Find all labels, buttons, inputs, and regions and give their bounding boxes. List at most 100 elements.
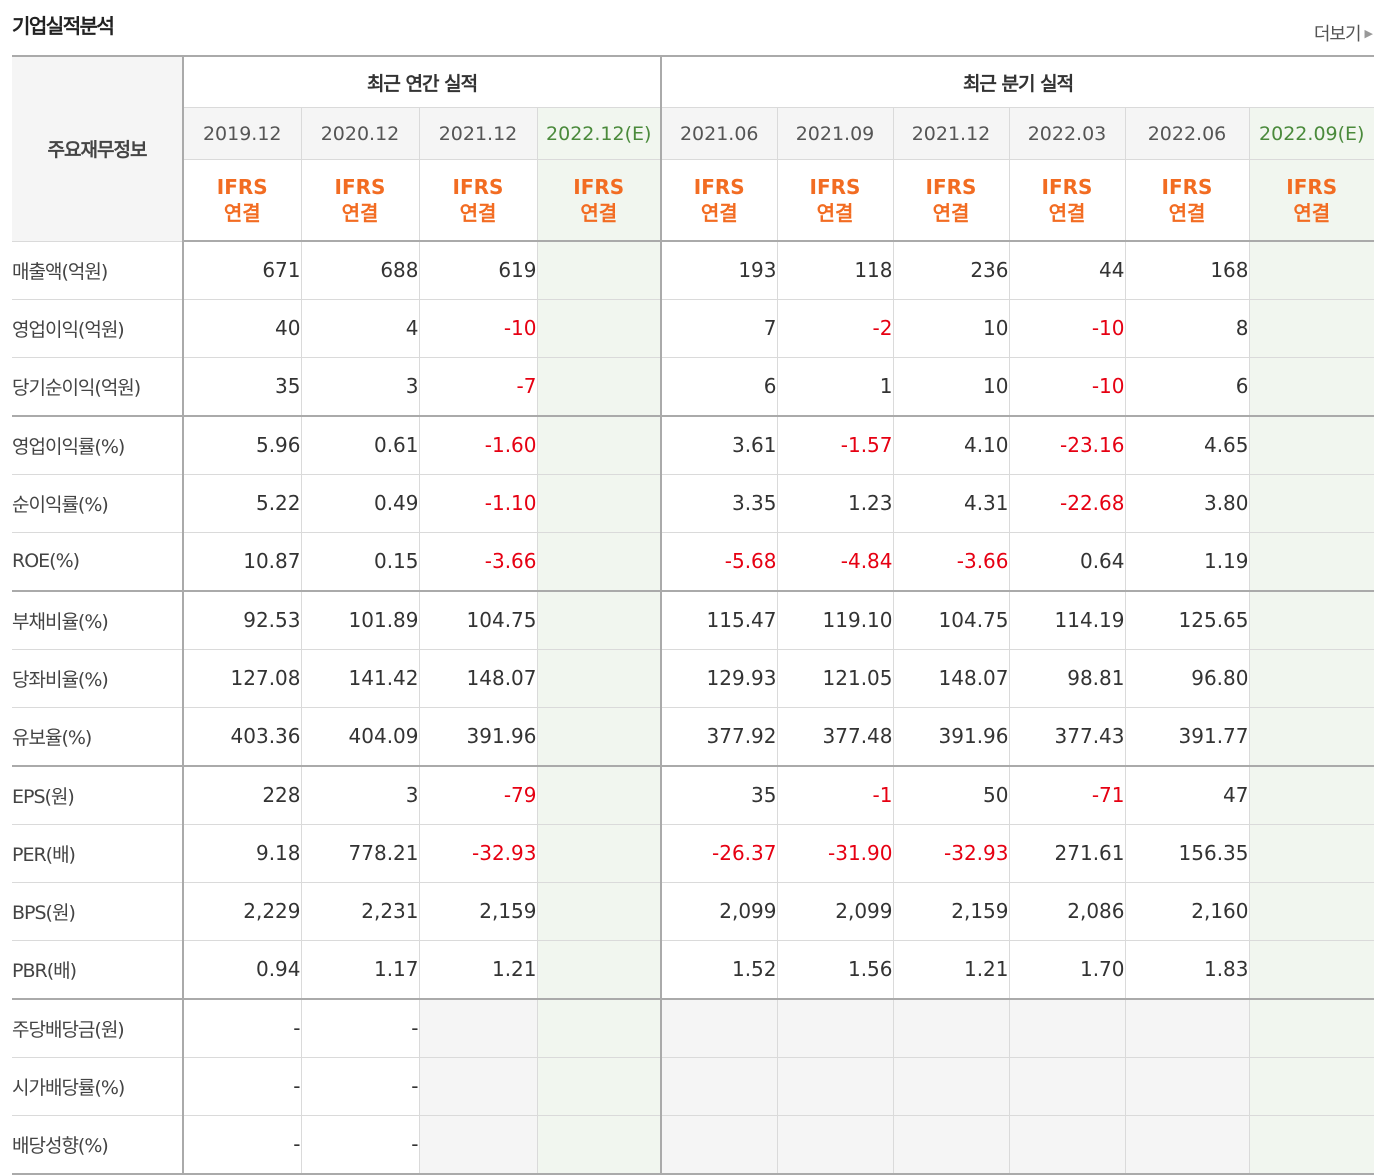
table-cell: 3 — [300, 357, 419, 417]
table-cell — [536, 1115, 662, 1174]
table-cell: 1.19 — [1124, 532, 1249, 592]
table-cell — [536, 707, 662, 767]
table-row: PBR(배) 0.94 1.17 1.21 1.52 1.56 1.21 1.70 1.83 — [12, 940, 1375, 1000]
table-cell: 104.75 — [892, 590, 1009, 650]
table-cell — [1248, 824, 1375, 883]
table-row: 순이익률(%) 5.22 0.49 -1.10 3.35 1.23 4.31 -22.68 3.… — [12, 474, 1375, 533]
basis-ifrs: IFRS — [925, 175, 977, 199]
table-cell: 141.42 — [300, 649, 419, 708]
table-cell: - — [182, 1115, 301, 1174]
period-header: 2021.12 — [418, 107, 537, 160]
table-cell: 104.75 — [418, 590, 537, 650]
table-row: 시가배당률(%) - - — [12, 1057, 1375, 1116]
table-cell — [776, 1115, 893, 1174]
table-cell — [418, 1115, 537, 1174]
basis-consolidated: 연결 — [1168, 201, 1206, 225]
table-row: PER(배) 9.18 778.21 -32.93 -26.37 -31.90 -32.93… — [12, 824, 1375, 883]
table-cell: -1.60 — [418, 415, 537, 475]
table-cell: 10 — [892, 357, 1009, 417]
table-cell: 35 — [182, 357, 301, 417]
table-cell: -79 — [418, 765, 537, 825]
table-cell: 391.96 — [892, 707, 1009, 767]
table-row: 주당배당금(원) - - — [12, 998, 1375, 1058]
table-cell: 2,099 — [776, 882, 893, 941]
table-cell — [1248, 357, 1375, 417]
table-cell — [536, 241, 662, 300]
table-cell — [1008, 1115, 1125, 1174]
table-cell: 1.21 — [418, 940, 537, 1000]
basis-ifrs: IFRS — [216, 175, 268, 199]
row-label: ROE(%) — [12, 532, 184, 592]
basis-consolidated: 연결 — [341, 201, 379, 225]
table-cell: 6 — [1124, 357, 1249, 417]
table-cell: 1.56 — [776, 940, 893, 1000]
table-cell — [1248, 707, 1375, 767]
table-cell: 228 — [182, 765, 301, 825]
basis-header: IFRS 연결 — [536, 159, 662, 242]
more-label: 더보기 — [1313, 24, 1362, 45]
estimate-marker: (E) — [624, 122, 652, 145]
basis-header: IFRS 연결 — [1248, 159, 1375, 242]
table-cell — [536, 474, 662, 533]
period-label: 2021.12 — [438, 122, 518, 145]
table-cell — [1248, 299, 1375, 358]
table-cell: - — [300, 998, 419, 1058]
section-title: 기업실적분석 — [12, 14, 115, 38]
basis-consolidated: 연결 — [700, 201, 738, 225]
table-cell: 1.52 — [660, 940, 777, 1000]
table-cell — [1248, 241, 1375, 300]
row-label: 당기순이익(억원) — [12, 357, 184, 417]
table-cell — [1248, 415, 1375, 475]
table-cell — [892, 1057, 1009, 1116]
table-cell: 3.61 — [660, 415, 777, 475]
row-label: BPS(원) — [12, 882, 184, 941]
table-cell: 391.96 — [418, 707, 537, 767]
table-cell: 0.64 — [1008, 532, 1125, 592]
table-cell: 0.49 — [300, 474, 419, 533]
table-cell: 671 — [182, 241, 301, 300]
table-row: 유보율(%) 403.36 404.09 391.96 377.92 377.48 391.… — [12, 707, 1375, 767]
row-label: PBR(배) — [12, 940, 184, 1000]
table-cell: 2,159 — [892, 882, 1009, 941]
table-cell: 688 — [300, 241, 419, 300]
table-cell — [1124, 1057, 1249, 1116]
table-cell: -10 — [418, 299, 537, 358]
table-cell — [660, 998, 777, 1058]
basis-header: IFRS 연결 — [1008, 159, 1125, 242]
table-cell: -1.57 — [776, 415, 893, 475]
table-cell: -3.66 — [418, 532, 537, 592]
basis-ifrs: IFRS — [452, 175, 504, 199]
table-cell — [1124, 998, 1249, 1058]
table-cell: 148.07 — [892, 649, 1009, 708]
period-label: 2019.12 — [202, 122, 282, 145]
table-cell: 3.35 — [660, 474, 777, 533]
table-cell: -32.93 — [418, 824, 537, 883]
table-cell: 1.17 — [300, 940, 419, 1000]
table-cell — [1248, 998, 1375, 1058]
table-cell: 10 — [892, 299, 1009, 358]
table-cell: 404.09 — [300, 707, 419, 767]
table-cell: 7 — [660, 299, 777, 358]
basis-consolidated: 연결 — [816, 201, 854, 225]
table-cell: - — [300, 1057, 419, 1116]
table-cell: 127.08 — [182, 649, 301, 708]
table-cell — [1008, 1057, 1125, 1116]
header-label: 주요재무정보 — [12, 56, 184, 242]
table-cell — [1124, 1115, 1249, 1174]
table-cell: 1 — [776, 357, 893, 417]
table-cell: 1.21 — [892, 940, 1009, 1000]
period-header: 2019.12 — [183, 107, 301, 160]
table-cell — [536, 824, 662, 883]
table-cell — [1248, 1115, 1375, 1174]
basis-consolidated: 연결 — [1048, 201, 1086, 225]
table-cell: 98.81 — [1008, 649, 1125, 708]
table-cell: 2,086 — [1008, 882, 1125, 941]
row-label: 순이익률(%) — [12, 474, 184, 533]
period-label: 2022.12 — [546, 122, 625, 145]
table-row: 배당성향(%) - - — [12, 1115, 1375, 1174]
table-cell: 4.10 — [892, 415, 1009, 475]
table-row: BPS(원) 2,229 2,231 2,159 2,099 2,099 2,159 2,08… — [12, 882, 1375, 941]
table-row: 당기순이익(억원) 35 3 -7 6 1 10 -10 6 — [12, 357, 1375, 417]
basis-consolidated: 연결 — [932, 201, 970, 225]
more-link[interactable]: 더보기 ▶ — [1313, 20, 1373, 46]
